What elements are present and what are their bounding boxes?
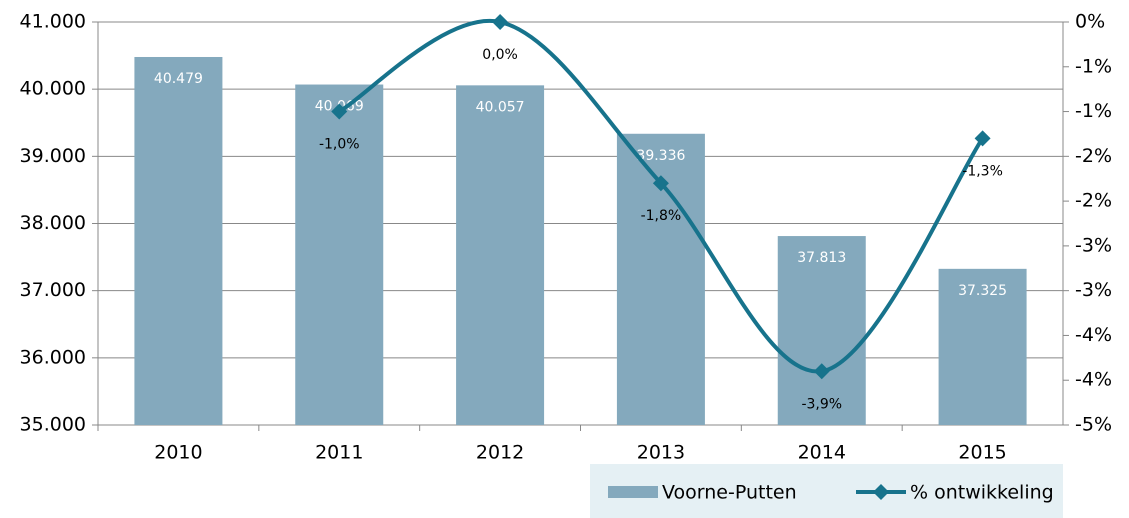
y-tick-label: 36.000 [20,346,86,368]
marker [492,14,509,30]
y2-tick-label: -2% [1075,145,1112,167]
x-tick-label: 2012 [476,442,524,464]
y-tick-label: 35.000 [20,414,86,436]
y2-tick-label: -3% [1075,279,1112,301]
bar [295,84,384,425]
y2-tick-label: 0% [1075,11,1105,33]
x-tick-label: 2013 [637,442,685,464]
bar-value-label: 37.813 [797,250,846,266]
marker [974,130,991,147]
line-value-label: -3,9% [801,396,842,412]
x-tick-label: 2015 [958,442,1006,464]
bar [938,268,1027,425]
line [338,18,985,374]
y2-tick-label: -1% [1075,55,1112,77]
y2-tick-label: -4% [1075,369,1112,391]
bar-value-label: 40.479 [154,71,203,87]
line-value-label: 0,0% [482,47,518,63]
y-tick-label: 38.000 [20,212,86,234]
bar [134,56,223,425]
marker [331,103,348,120]
bar [456,85,545,425]
legend-label: Voorne-Putten [662,482,797,504]
y2-tick-label: -1% [1075,100,1112,122]
x-tick-label: 2010 [154,442,202,464]
marker [652,175,669,192]
bar [777,236,866,425]
bar-value-label: 40.057 [476,99,525,115]
y2-tick-label: -3% [1075,234,1112,256]
y-tick-label: 37.000 [20,279,86,301]
y2-tick-label: -5% [1075,414,1112,436]
legend-marker [873,484,889,500]
x-tick-label: 2014 [798,442,846,464]
x-tick-label: 2011 [315,442,363,464]
legend-box [590,464,1063,518]
y-tick-label: 40.000 [20,78,86,100]
y2-tick-label: -2% [1075,190,1112,212]
marker [813,363,830,380]
bar-value-label: 37.325 [958,283,1007,299]
y-tick-label: 39.000 [20,145,86,167]
legend-swatch [608,486,658,498]
legend-label: % ontwikkeling [910,482,1054,504]
line-value-label: -1,8% [641,208,682,224]
line-value-label: -1,0% [319,137,360,153]
bar-value-label: 39.336 [636,148,685,164]
line-value-label: -1,3% [962,163,1003,179]
y-tick-label: 41.000 [20,11,86,33]
y2-tick-label: -4% [1075,324,1112,346]
